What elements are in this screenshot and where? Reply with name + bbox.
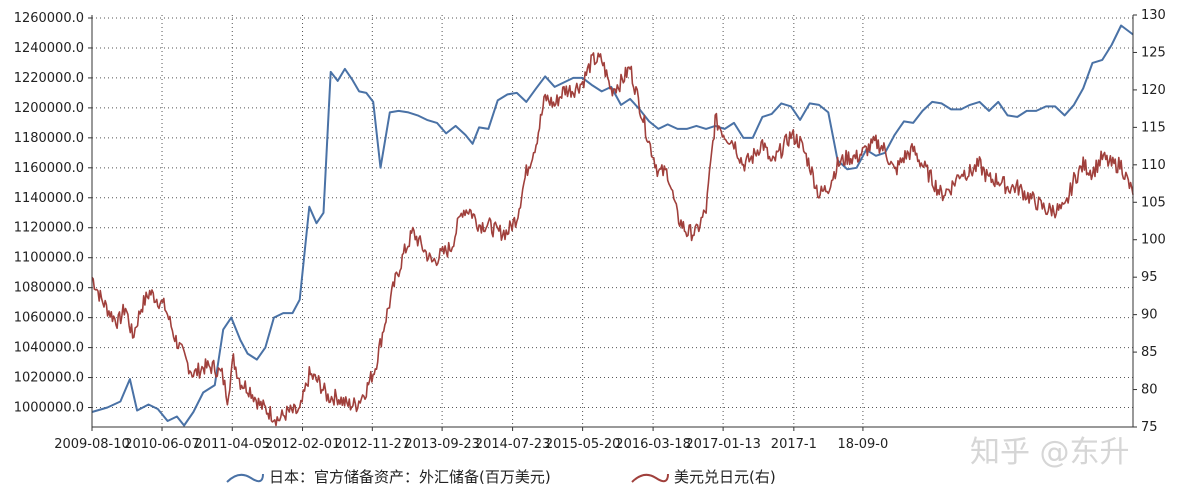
series-usdjpy-line — [91, 52, 1134, 427]
legend-swatch — [226, 473, 264, 483]
right-tick-label: 130 — [1141, 8, 1166, 23]
x-tick-label: 2009-08-10 — [54, 437, 130, 452]
x-tick-label: 2011-04-05 — [194, 437, 270, 452]
x-tick-label: 2014-07-23 — [475, 437, 551, 452]
x-tick-label: 18-09-0 — [838, 437, 889, 452]
x-tick-label: 2010-06-07 — [124, 437, 200, 452]
legend-label: 美元兑日元(右) — [674, 468, 776, 486]
legend: 日本：官方储备资产：外汇储备(百万美元) 美元兑日元(右) — [226, 468, 776, 486]
left-tick-label: 1220000.0 — [14, 71, 84, 86]
x-tick-label: 2017-1 — [771, 437, 817, 452]
x-axis-ticks: 2009-08-102010-06-072011-04-052012-02-01… — [54, 427, 888, 452]
legend-swatch — [631, 473, 669, 483]
right-tick-label: 75 — [1141, 420, 1158, 435]
axes — [91, 15, 1134, 428]
left-tick-label: 1260000.0 — [14, 11, 84, 26]
legend-label: 日本：官方储备资产：外汇储备(百万美元) — [269, 468, 551, 486]
x-tick-label: 2012-11-27 — [335, 437, 411, 452]
left-axis-ticks: 1000000.0 1020000.0 1040000.0 1060000.0 1080… — [14, 11, 92, 416]
gridlines — [92, 15, 1133, 427]
left-tick-label: 1240000.0 — [14, 41, 84, 56]
left-tick-label: 1080000.0 — [14, 281, 84, 296]
right-tick-label: 110 — [1141, 158, 1166, 173]
x-tick-label: 2013-09-23 — [404, 437, 480, 452]
left-tick-label: 1160000.0 — [14, 161, 84, 176]
left-tick-label: 1180000.0 — [14, 131, 84, 146]
left-tick-label: 1140000.0 — [14, 191, 84, 206]
right-tick-label: 105 — [1141, 195, 1166, 210]
right-tick-label: 90 — [1141, 308, 1158, 323]
right-tick-label: 115 — [1141, 120, 1166, 135]
x-tick-label: 2015-05-20 — [545, 437, 621, 452]
right-axis-ticks: 75 80 85 90 95 100 105 110 115 120 125 130 — [1133, 8, 1166, 435]
left-tick-label: 1200000.0 — [14, 101, 84, 116]
watermark: 知乎 @东升 — [970, 435, 1130, 470]
legend-item-fx-reserves: 日本：官方储备资产：外汇储备(百万美元) — [226, 468, 551, 486]
left-tick-label: 1120000.0 — [14, 221, 84, 236]
right-tick-label: 125 — [1141, 45, 1166, 60]
left-tick-label: 1040000.0 — [14, 341, 84, 356]
right-tick-label: 120 — [1141, 83, 1166, 98]
x-tick-label: 2016-03-18 — [615, 437, 691, 452]
left-tick-label: 1100000.0 — [14, 251, 84, 266]
left-tick-label: 1020000.0 — [14, 371, 84, 386]
series-layer — [91, 24, 1134, 427]
x-tick-label: 2012-02-01 — [265, 437, 341, 452]
x-tick-label: 2017-01-13 — [685, 437, 761, 452]
right-tick-label: 80 — [1141, 383, 1158, 398]
right-tick-label: 100 — [1141, 233, 1166, 248]
right-tick-label: 95 — [1141, 270, 1158, 285]
legend-item-usdjpy: 美元兑日元(右) — [631, 468, 776, 486]
right-tick-label: 85 — [1141, 345, 1158, 360]
series-fx-reserves-line — [91, 24, 1134, 427]
left-tick-label: 1000000.0 — [14, 401, 84, 416]
left-tick-label: 1060000.0 — [14, 311, 84, 326]
